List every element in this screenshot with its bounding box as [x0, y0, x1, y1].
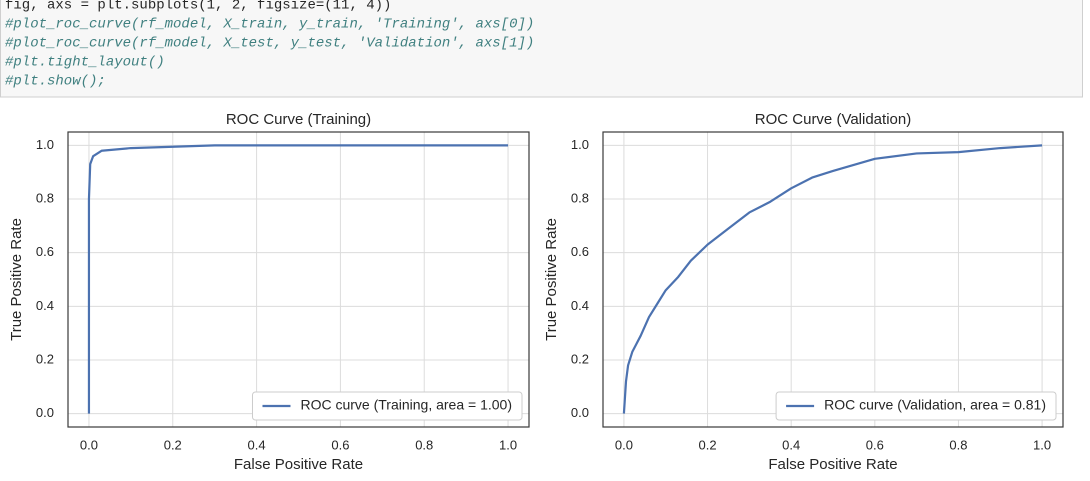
x-tick-label: 0.2	[164, 437, 182, 452]
legend-label: ROC curve (Validation, area = 0.81)	[824, 397, 1046, 413]
y-tick-label: 0.2	[36, 351, 54, 366]
code-cell	[0, 0, 1083, 98]
legend: ROC curve (Validation, area = 0.81)	[775, 391, 1057, 421]
y-axis-label: True Positive Rate	[543, 218, 560, 341]
legend: ROC curve (Training, area = 1.00)	[251, 391, 523, 421]
x-tick-label: 0.6	[866, 437, 884, 452]
y-tick-label: 0.8	[571, 190, 589, 205]
x-tick-label: 0.6	[331, 437, 349, 452]
x-tick-label: 0.0	[80, 437, 98, 452]
roc-line	[87, 144, 509, 414]
y-tick-label: 0.6	[36, 244, 54, 259]
y-axis-label: True Positive Rate	[8, 218, 25, 341]
roc-line	[622, 144, 1043, 414]
x-tick-label: 1.0	[1033, 437, 1051, 452]
legend-label: ROC curve (Training, area = 1.00)	[300, 397, 512, 413]
legend-box	[251, 391, 523, 421]
x-tick-label: 1.0	[499, 437, 517, 452]
code-line: #plot_roc_curve(rf_model, X_test, y_test…	[5, 36, 534, 52]
axes-frame	[602, 131, 1064, 428]
plot-area	[603, 132, 1063, 427]
axes-frame	[67, 131, 530, 428]
y-tick-label: 0.8	[36, 190, 54, 205]
x-tick-label: 0.8	[415, 437, 433, 452]
y-tick-label: 0.6	[571, 244, 589, 259]
code-line: #plot_roc_curve(rf_model, X_train, y_tra…	[5, 17, 534, 33]
x-axis-label: False Positive Rate	[234, 456, 363, 473]
code-line: fig, axs = plt.subplots(1, 2, figsize=(1…	[5, 0, 391, 14]
code-line: #plt.show();	[5, 74, 106, 90]
chart-title: ROC Curve (Training)	[226, 111, 371, 128]
y-tick-label: 1.0	[36, 137, 54, 152]
plot-area	[68, 132, 529, 427]
chart-title: ROC Curve (Validation)	[755, 111, 911, 128]
y-tick-label: 0.0	[36, 405, 54, 420]
x-tick-label: 0.8	[949, 437, 967, 452]
x-axis-label: False Positive Rate	[768, 456, 897, 473]
y-tick-label: 0.4	[36, 298, 54, 313]
x-tick-label: 0.4	[248, 437, 266, 452]
x-tick-label: 0.4	[782, 437, 800, 452]
y-tick-label: 0.2	[571, 351, 589, 366]
code-line: #plt.tight_layout()	[5, 55, 165, 71]
x-tick-label: 0.0	[615, 437, 633, 452]
y-tick-label: 0.0	[571, 405, 589, 420]
y-tick-label: 0.4	[571, 298, 589, 313]
x-tick-label: 0.2	[699, 437, 717, 452]
legend-box	[775, 391, 1057, 421]
y-tick-label: 1.0	[571, 137, 589, 152]
